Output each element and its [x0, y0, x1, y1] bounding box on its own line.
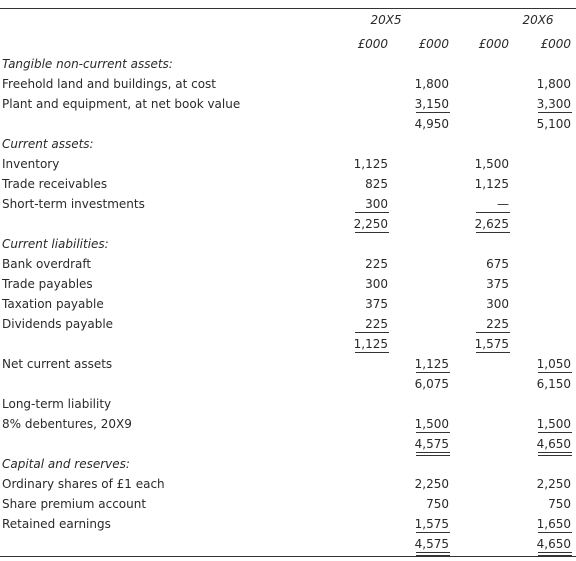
- underline: [355, 232, 389, 233]
- row-label: Dividends payable: [2, 317, 114, 331]
- amount: 1,575: [474, 337, 509, 351]
- amount: 675: [486, 257, 509, 271]
- unit-header: £000: [418, 37, 449, 51]
- double-underline: [538, 452, 572, 456]
- amount: 1,050: [536, 357, 571, 371]
- amount: 4,950: [414, 117, 449, 131]
- underline: [355, 352, 389, 353]
- section-heading: Capital and reserves:: [2, 457, 130, 471]
- amount: 750: [426, 497, 449, 511]
- underline: [476, 332, 510, 333]
- top-rule: [0, 8, 576, 9]
- amount: 225: [486, 317, 509, 331]
- row-label: Ordinary shares of £1 each: [2, 477, 165, 491]
- amount: 375: [486, 277, 509, 291]
- year-header: 20X5: [370, 13, 402, 27]
- amount: 2,625: [474, 217, 509, 231]
- underline: [416, 372, 450, 373]
- amount: 5,100: [536, 117, 571, 131]
- amount: 1,125: [474, 177, 509, 191]
- amount: 1,125: [353, 337, 388, 351]
- row-label: Short-term investments: [2, 197, 145, 211]
- row-label: Share premium account: [2, 497, 147, 511]
- amount: 1,575: [414, 517, 449, 531]
- section-heading: Tangible non-current assets:: [2, 57, 173, 71]
- amount: 2,250: [353, 217, 388, 231]
- row-label: Long-term liability: [2, 397, 112, 411]
- underline: [416, 432, 450, 433]
- row-label: Trade payables: [2, 277, 93, 291]
- row-label: Retained earnings: [2, 517, 111, 531]
- amount: 1,800: [414, 77, 449, 91]
- amount: 3,300: [536, 97, 571, 111]
- underline: [355, 212, 389, 213]
- underline: [355, 332, 389, 333]
- year-header: 20X6: [522, 13, 554, 27]
- amount: 4,650: [536, 437, 571, 451]
- row-label: Trade receivables: [2, 177, 108, 191]
- underline: [538, 432, 572, 433]
- amount: 6,075: [414, 377, 449, 391]
- unit-header: £000: [478, 37, 509, 51]
- underline: [476, 212, 510, 213]
- amount: 225: [365, 317, 388, 331]
- amount: 1,125: [414, 357, 449, 371]
- amount: 1,500: [414, 417, 449, 431]
- double-underline: [416, 452, 450, 456]
- bottom-rule: [0, 556, 576, 557]
- unit-header: £000: [357, 37, 388, 51]
- row-label: Plant and equipment, at net book value: [2, 97, 241, 111]
- amount: 1,500: [536, 417, 571, 431]
- double-underline: [416, 552, 450, 556]
- amount: 375: [365, 297, 388, 311]
- amount: 300: [486, 297, 509, 311]
- underline: [538, 112, 572, 113]
- amount: 2,250: [414, 477, 449, 491]
- amount: 1,650: [536, 517, 571, 531]
- underline: [538, 372, 572, 373]
- row-label: Taxation payable: [2, 297, 104, 311]
- underline: [538, 532, 572, 533]
- amount: 750: [548, 497, 571, 511]
- amount: 3,150: [414, 97, 449, 111]
- underline: [416, 112, 450, 113]
- amount: 1,800: [536, 77, 571, 91]
- amount: 225: [365, 257, 388, 271]
- amount: 300: [365, 197, 388, 211]
- row-label: Inventory: [2, 157, 60, 171]
- amount: 825: [365, 177, 388, 191]
- underline: [476, 352, 510, 353]
- amount: 4,575: [414, 437, 449, 451]
- section-heading: Current assets:: [2, 137, 94, 151]
- double-underline: [538, 552, 572, 556]
- amount: 1,125: [353, 157, 388, 171]
- unit-header: £000: [540, 37, 571, 51]
- amount: 2,250: [536, 477, 571, 491]
- row-label: Freehold land and buildings, at cost: [2, 77, 217, 91]
- row-label: 8% debentures, 20X9: [2, 417, 132, 431]
- row-label: Net current assets: [2, 357, 113, 371]
- section-heading: Current liabilities:: [2, 237, 109, 251]
- amount: 4,575: [414, 537, 449, 551]
- amount: 4,650: [536, 537, 571, 551]
- row-label: Bank overdraft: [2, 257, 92, 271]
- amount: —: [497, 197, 509, 211]
- amount: 6,150: [536, 377, 571, 391]
- underline: [476, 232, 510, 233]
- amount: 300: [365, 277, 388, 291]
- amount: 1,500: [474, 157, 509, 171]
- underline: [416, 532, 450, 533]
